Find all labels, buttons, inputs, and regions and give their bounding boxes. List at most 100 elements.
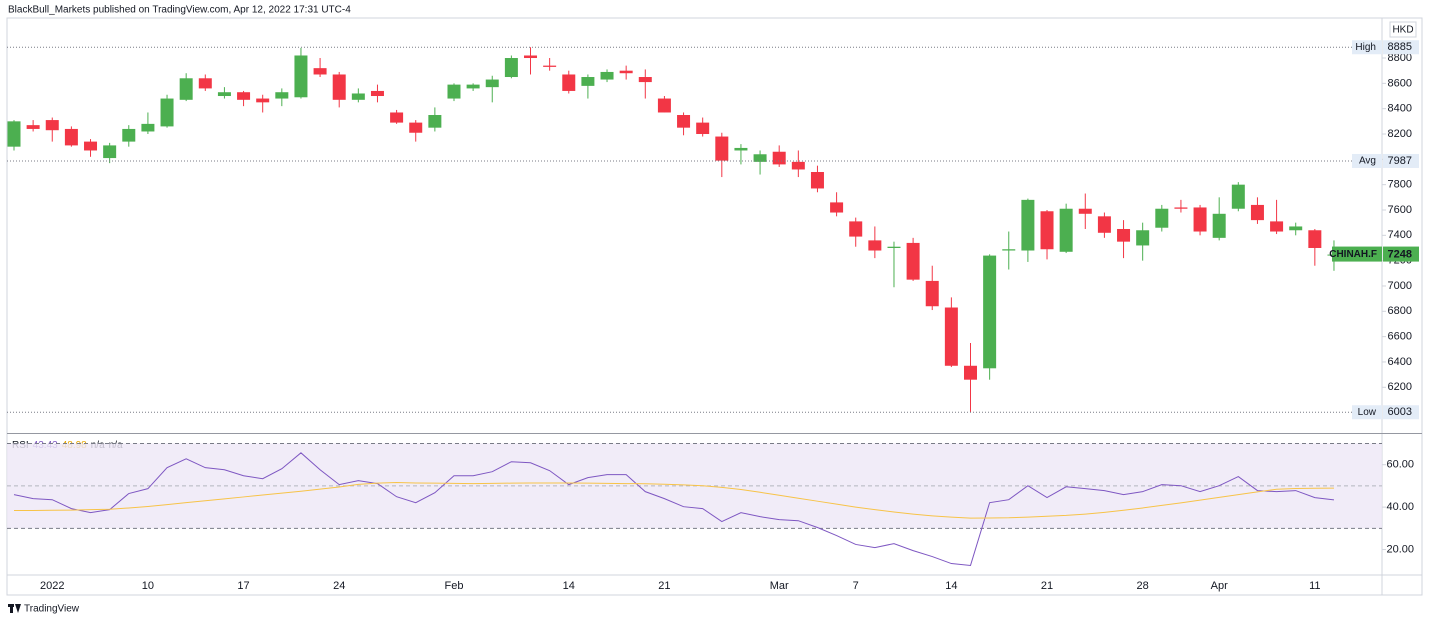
candle-body (351, 93, 365, 100)
x-tick-label: 7 (853, 580, 859, 592)
candle-body (638, 77, 652, 83)
reference-tag (1352, 405, 1382, 420)
candle-body (64, 128, 78, 146)
candle-body (1250, 204, 1264, 221)
y-tick-label: 6200 (1388, 381, 1412, 393)
reference-value-box (1383, 405, 1419, 420)
candle-body (1212, 213, 1226, 238)
currency: HKD (1392, 25, 1413, 36)
candle-body (753, 154, 767, 162)
y-tick-label: 7000 (1388, 280, 1412, 292)
y-tick-label: 8600 (1388, 77, 1412, 89)
reference-value: 6003 (1388, 406, 1412, 418)
candle-body (1117, 228, 1131, 242)
candle-body (275, 92, 289, 99)
candle-body (524, 55, 538, 59)
x-tick-label: 11 (1309, 580, 1320, 592)
y-tick-label: 60.00 (1386, 459, 1414, 471)
x-tick-label: Feb (445, 580, 464, 592)
x-tick-label: Apr (1211, 580, 1228, 592)
reference-value: 8885 (1388, 41, 1412, 53)
x-tick-label: 24 (333, 580, 345, 592)
rsi-line (14, 482, 1334, 519)
y-tick-label: 7800 (1388, 179, 1412, 191)
y-tick-label: 40.00 (1386, 501, 1414, 513)
candle-body (543, 65, 557, 67)
candle-body (7, 121, 21, 147)
frame (6, 17, 1423, 596)
candle-body (1174, 207, 1188, 209)
y-tick-label: 6800 (1388, 305, 1412, 317)
candle-body (810, 171, 824, 189)
candle-body (944, 307, 958, 366)
candle-body (1231, 184, 1245, 209)
candle-body (734, 147, 748, 151)
x-tick-label: 10 (142, 580, 154, 592)
candle-body (122, 128, 136, 142)
candle-body (619, 70, 633, 74)
candle-body (1040, 211, 1054, 250)
last-price-box (1383, 246, 1419, 262)
x-tick-label: 14 (563, 580, 575, 592)
last-price-tag (1332, 246, 1382, 262)
brand: TradingView (24, 604, 80, 615)
candle-body (237, 92, 251, 100)
rsi-line (13, 452, 1335, 566)
reference-label: High (1355, 42, 1376, 53)
candle-body (217, 92, 231, 97)
candle-body (313, 68, 327, 75)
candle-body (141, 123, 155, 132)
candle-body (562, 74, 576, 91)
candle-body (160, 98, 174, 127)
candle-body (887, 246, 901, 248)
y-tick-label: 8800 (1388, 52, 1412, 64)
candle-body (677, 115, 691, 128)
reference-value-box (1383, 153, 1419, 168)
reference-tag (1352, 153, 1382, 168)
currency-box (1389, 21, 1417, 38)
candle-body (925, 280, 939, 307)
candle-body (26, 125, 40, 129)
y-tick-label: 20.00 (1386, 543, 1414, 555)
x-tick-label: 17 (237, 580, 249, 592)
reference-value-box (1383, 40, 1419, 55)
y-tick-label: 8200 (1388, 128, 1412, 140)
candle-body (447, 84, 461, 99)
y-tick-label: 6400 (1388, 356, 1412, 368)
candle-body (332, 74, 346, 100)
y-tick-label: 7600 (1388, 204, 1412, 216)
candle-body (198, 78, 212, 89)
candle-body (1097, 216, 1111, 233)
candle-body (466, 84, 480, 89)
reference-label: Avg (1359, 156, 1376, 167)
candle-body (657, 98, 671, 113)
x-tick-label: Mar (770, 580, 789, 592)
last-price-symbol: CHINAH.F (1329, 249, 1377, 260)
candle-body (1155, 208, 1169, 228)
candle-body (504, 58, 518, 78)
candle-body (409, 122, 423, 133)
x-tick-label: 14 (945, 580, 957, 592)
candle-body (485, 79, 499, 88)
x-tick-label: 21 (1041, 580, 1053, 592)
candle-body (1021, 199, 1035, 251)
candle-body (1078, 208, 1092, 214)
candle-body (179, 78, 193, 100)
last-price-value: 7248 (1388, 248, 1412, 260)
header: BlackBull_Markets published on TradingVi… (8, 5, 351, 16)
candle-body (600, 71, 614, 80)
x-tick-label: 28 (1137, 580, 1149, 592)
brand-logo (8, 604, 21, 613)
candle-body (715, 136, 729, 161)
candle-body (1059, 208, 1073, 252)
reference-label: Low (1358, 407, 1377, 418)
candle-body (1270, 221, 1284, 232)
y-tick-label: 6600 (1388, 331, 1412, 343)
x-tick-label: 2022 (40, 580, 64, 592)
candle-body (964, 365, 977, 380)
candle-body (294, 55, 308, 98)
candle-body (1002, 249, 1016, 251)
reference-value: 7987 (1388, 155, 1412, 167)
x-tick-label: 21 (658, 580, 670, 592)
